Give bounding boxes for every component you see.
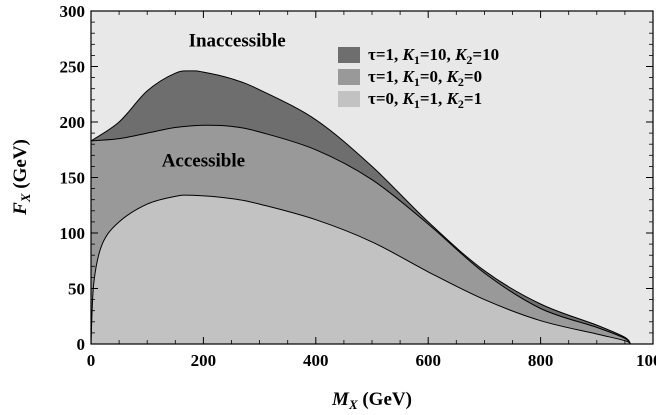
x-tick-label: 1000	[636, 351, 656, 370]
y-axis-title: FX (GeV)	[10, 139, 33, 216]
legend: τ=1, K1=10, K2=10τ=1, K1=0, K2=0τ=0, K1=…	[338, 45, 499, 111]
y-tick-label: 0	[77, 335, 86, 354]
y-tick-label: 250	[60, 58, 86, 77]
annotation-inaccessible: Inaccessible	[189, 31, 286, 52]
x-tick-label: 0	[87, 351, 96, 370]
x-axis-title: MX (GeV)	[331, 389, 412, 412]
series-line-3	[90, 194, 631, 345]
y-tick-label: 50	[68, 280, 85, 299]
y-tick-label: 150	[60, 169, 86, 188]
legend-label-3: τ=0, K1=1, K2=1	[368, 89, 482, 111]
y-tick-label: 100	[60, 224, 86, 243]
legend-swatch-2	[338, 69, 360, 85]
annotations-group: Inaccessible Accessible	[162, 31, 286, 172]
y-tick-label: 300	[60, 2, 86, 21]
legend-label-2: τ=1, K1=0, K2=0	[368, 67, 482, 89]
area-series-3	[91, 195, 631, 344]
axes-group: 0 200 400 600 800 1000 0 50 100 150 200 250 300 MX (G…	[10, 2, 656, 412]
series-line-2	[90, 124, 631, 345]
series-line-1	[90, 70, 631, 345]
y-tick-label: 200	[60, 113, 86, 132]
area-series-group	[90, 70, 631, 345]
legend-swatch-1	[338, 47, 360, 63]
legend-label-1: τ=1, K1=10, K2=10	[368, 45, 499, 67]
x-tick-label: 200	[191, 351, 217, 370]
x-tick-label: 400	[303, 351, 329, 370]
annotation-accessible: Accessible	[162, 150, 245, 171]
legend-swatch-3	[338, 91, 360, 107]
x-tick-label: 800	[528, 351, 554, 370]
x-tick-label: 600	[415, 351, 441, 370]
